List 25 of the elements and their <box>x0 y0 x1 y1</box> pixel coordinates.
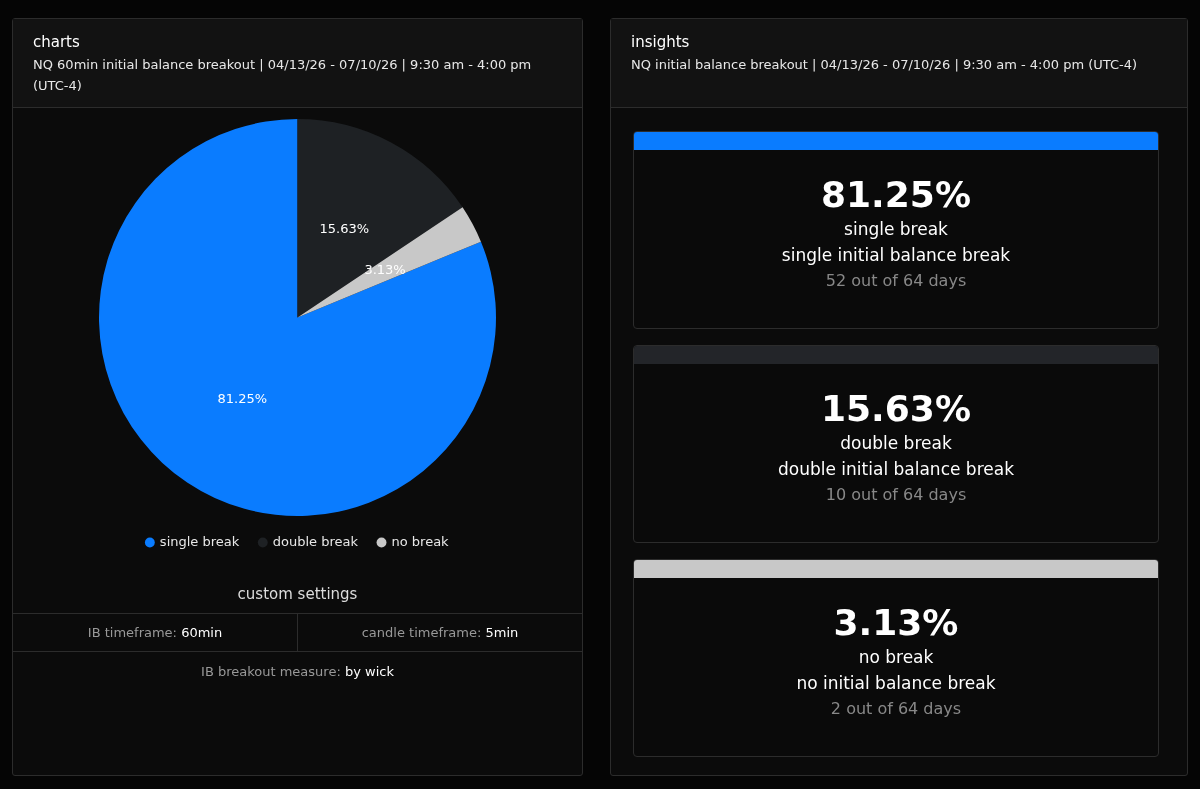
text: 81.25% <box>820 174 972 215</box>
text: candle timeframe: 5min <box>297 614 582 651</box>
text: 3.13% <box>832 602 960 643</box>
legend-label: single break <box>159 533 240 549</box>
text: IB breakout measure: by wick <box>200 663 395 681</box>
text: 2 out of 64 days <box>829 699 963 718</box>
text: custom settings <box>236 584 359 605</box>
data-label: 81.25% <box>217 391 268 407</box>
text: double break <box>839 433 953 453</box>
chart-title: charts <box>33 33 81 51</box>
chart-subtitle: NQ 60min initial balance breakout | 04/13/26 - 07/10/26 | 9:30 am - 4:00 pm (UTC-4) <box>33 56 533 95</box>
text: 52 out of 64 days <box>824 271 968 290</box>
text: no initial balance break <box>795 673 997 693</box>
legend-label: double break <box>272 533 359 549</box>
text: 15.63% <box>820 388 972 429</box>
data-label: 15.63% <box>319 221 370 237</box>
text: insights <box>631 33 691 51</box>
text: 10 out of 64 days <box>824 485 968 504</box>
text: double initial balance break <box>777 459 1015 479</box>
text: single initial balance break <box>780 245 1012 265</box>
legend-label: no break <box>391 533 450 549</box>
text: single break <box>843 219 949 239</box>
text: NQ initial balance breakout | 04/13/26 - 07/10/26 | 9:30 am - 4:00 pm (UTC-4) <box>631 56 1139 74</box>
text: no break <box>857 647 935 667</box>
text: IB timeframe: 60min <box>86 624 224 642</box>
